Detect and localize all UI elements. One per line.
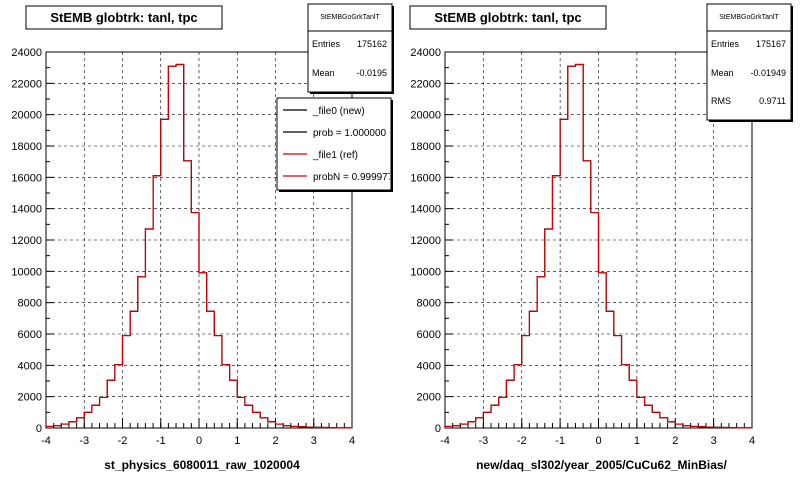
x-tick-label: 4	[349, 435, 355, 447]
stats-label: Entries	[711, 39, 740, 49]
y-tick-label: 20000	[410, 110, 441, 122]
y-tick-label: 2000	[417, 392, 441, 404]
x-tick-label: -3	[79, 435, 89, 447]
y-tick-label: 16000	[410, 172, 441, 184]
histogram-panel-2: 0 2000 4000 6000 8000 10000 12000 14000 16000 180…	[409, 3, 793, 472]
y-tick-label: 12000	[11, 235, 42, 247]
y-tick-label: 16000	[11, 172, 42, 184]
stats-label: Mean	[312, 68, 335, 78]
histogram-panel-1: 0 2000 4000 6000 8000 10000 12000 14000 16000 180…	[11, 3, 394, 472]
stats-name: StEMBGoGrkTanlT	[320, 14, 380, 21]
y-tick-label: 10000	[11, 266, 42, 278]
x-tick-label: 0	[595, 435, 601, 447]
title-box	[409, 5, 607, 30]
y-tick-label: 12000	[410, 235, 441, 247]
legend-entries: _file0 (new) prob = 1.000000 _file1 (ref) p…	[283, 106, 394, 183]
stats-box	[307, 3, 393, 93]
x-tick-label: -2	[118, 435, 128, 447]
y-tick-label: 18000	[11, 141, 42, 153]
stats-label: Entries	[312, 39, 341, 49]
histogram-ref	[45, 63, 353, 429]
y-tick-label: 10000	[410, 266, 441, 278]
x-tick-label: -4	[41, 435, 51, 447]
y-tick-label: 6000	[18, 329, 42, 341]
legend-label: probN = 0.999977	[313, 172, 394, 183]
y-tick-label: 22000	[11, 78, 42, 90]
y-tick-label: 8000	[417, 298, 441, 310]
legend-box	[276, 97, 392, 191]
x-tick-label: 4	[749, 435, 755, 447]
x-tick-label: -3	[478, 435, 488, 447]
y-tick-label: 2000	[18, 392, 42, 404]
x-tick-label: 2	[272, 435, 278, 447]
x-tick-label: -4	[440, 435, 450, 447]
x-tick-label: -1	[555, 435, 565, 447]
stats-name: StEMBGoGrkTanlT	[719, 14, 779, 21]
x-tick-label: 1	[234, 435, 240, 447]
title-box	[25, 5, 223, 30]
y-tick-label: 4000	[18, 360, 42, 372]
y-tick-label: 14000	[11, 204, 42, 216]
y-tick-label: 4000	[417, 360, 441, 372]
legend-label: _file0 (new)	[312, 106, 365, 117]
x-axis-label: st_physics_6080011_raw_1020004	[104, 458, 300, 472]
legend-label: prob = 1.000000	[313, 128, 387, 139]
stats-label: Mean	[711, 68, 734, 78]
y-tick-label: 14000	[410, 204, 441, 216]
y-tick-label: 0	[435, 423, 441, 435]
x-tick-label: 0	[196, 435, 202, 447]
x-axis-label: new/daq_sl302/year_2005/CuCu62_MinBias/	[476, 458, 727, 472]
stats-value: 175167	[756, 39, 786, 49]
y-tick-label: 8000	[18, 298, 42, 310]
x-tick-label: -1	[156, 435, 166, 447]
chart-title: StEMB globtrk: tanl, tpc	[434, 10, 581, 25]
stats-value: -0.01949	[750, 68, 786, 78]
x-tick-label: 3	[311, 435, 317, 447]
y-tick-label: 24000	[410, 47, 441, 59]
legend-label: _file1 (ref)	[312, 150, 358, 161]
y-tick-label: 6000	[417, 329, 441, 341]
x-tick-label: 2	[672, 435, 678, 447]
y-tick-label: 20000	[11, 110, 42, 122]
chart-title: StEMB globtrk: tanl, tpc	[50, 10, 197, 25]
stats-label: RMS	[711, 96, 731, 106]
x-tick-label: 3	[711, 435, 717, 447]
histogram-ref	[444, 63, 753, 429]
y-tick-label: 18000	[410, 141, 441, 153]
stats-value: 175162	[357, 39, 387, 49]
y-tick-label: 0	[36, 423, 42, 435]
y-tick-label: 22000	[410, 78, 441, 90]
stats-value: -0.0195	[356, 68, 387, 78]
x-tick-label: 1	[634, 435, 640, 447]
x-tick-label: -2	[517, 435, 527, 447]
y-tick-label: 24000	[11, 47, 42, 59]
stats-value: 0.9711	[759, 96, 786, 106]
stats-box	[706, 3, 792, 121]
